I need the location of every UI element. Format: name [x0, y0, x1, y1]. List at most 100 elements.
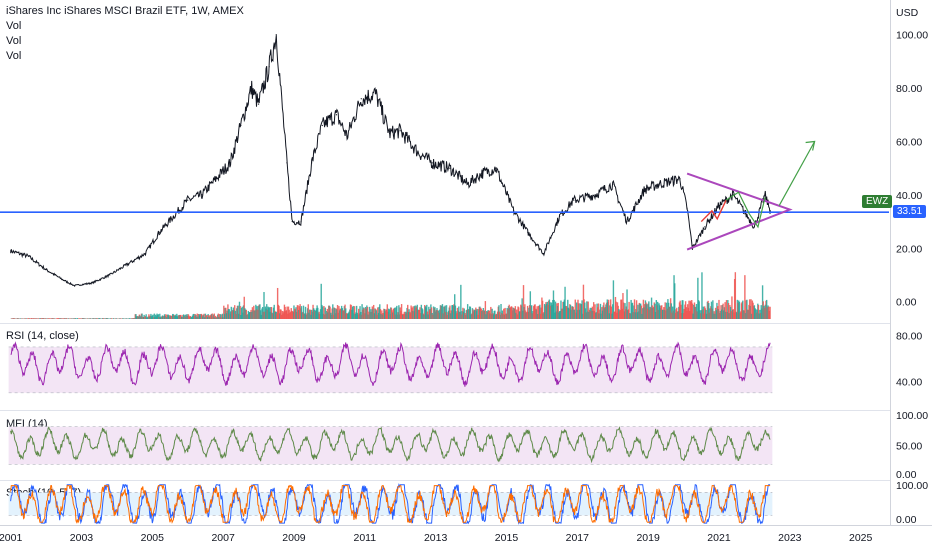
- volume-bar: [110, 318, 113, 319]
- volume-bar: [398, 305, 400, 319]
- volume-bar: [539, 304, 541, 319]
- price-point: [399, 130, 401, 132]
- volume-bar: [708, 303, 710, 319]
- price-point: [686, 207, 688, 209]
- chart-legend: iShares Inc iShares MSCI Brazil ETF, 1W,…: [6, 4, 244, 64]
- volume-bar: [718, 299, 720, 319]
- volume-bar: [286, 306, 288, 319]
- volume-bar: [165, 314, 167, 319]
- volume-bar: [141, 313, 143, 319]
- volume-bars: [10, 272, 771, 319]
- volume-bar: [597, 303, 600, 319]
- volume-bar: [635, 300, 638, 319]
- volume-bar: [484, 301, 487, 319]
- volume-bar: [633, 299, 636, 319]
- time-tick-label: 2007: [211, 532, 235, 544]
- volume-bar: [206, 315, 208, 319]
- volume-bar: [503, 308, 505, 319]
- volume-bar: [727, 303, 730, 319]
- price-tick-label: 40.00: [896, 190, 922, 202]
- volume-bar: [153, 313, 156, 319]
- volume-bar: [564, 286, 566, 319]
- breakout-target-arrow[interactable]: [778, 141, 816, 206]
- volume-bar: [640, 305, 643, 319]
- price-point: [360, 98, 362, 100]
- price-point: [187, 199, 189, 201]
- volume-bar: [159, 313, 161, 319]
- volume-bar: [746, 299, 748, 319]
- price-point: [144, 252, 146, 255]
- volume-bar: [400, 304, 403, 319]
- price-point: [466, 183, 469, 185]
- time-tick-label: 2021: [707, 532, 731, 544]
- price-point: [257, 103, 260, 105]
- price-point: [704, 226, 706, 228]
- volume-bar: [237, 305, 239, 319]
- time-tick-label: 2009: [282, 532, 306, 544]
- volume-bar: [47, 318, 49, 319]
- volume-bar: [734, 272, 737, 319]
- volume-bar: [712, 300, 714, 319]
- volume-bar: [196, 313, 198, 319]
- price-point: [109, 274, 111, 276]
- price-ticker-badge: EWZ: [862, 195, 893, 209]
- price-point: [753, 226, 756, 228]
- volume-bar: [239, 305, 241, 319]
- price-point: [512, 210, 515, 212]
- volume-bar: [574, 299, 576, 319]
- volume-bar: [449, 305, 451, 319]
- volume-bar: [592, 302, 595, 319]
- price-point: [73, 285, 75, 287]
- volume-bar: [742, 300, 744, 319]
- volume-bar: [74, 318, 77, 319]
- volume-bar: [394, 307, 396, 319]
- volume-bar: [176, 313, 178, 319]
- volume-bar: [626, 289, 628, 319]
- time-tick-label: 2013: [424, 532, 448, 544]
- volume-bar: [76, 318, 79, 319]
- price-tick-label: 100.00: [896, 30, 928, 42]
- current-price-badge: 33.51: [893, 205, 927, 219]
- price-series: [10, 34, 771, 287]
- volume-bar: [145, 314, 147, 319]
- rsi-line: [10, 341, 771, 387]
- wave-annotation-green[interactable]: [725, 191, 766, 229]
- volume-bar: [515, 309, 518, 319]
- volume-bar: [698, 301, 700, 319]
- price-point: [543, 252, 545, 255]
- volume-bar: [336, 304, 339, 319]
- axis-ticks: 100.00 80.00 60.00 40.00 20.00 0.00 80.00 40.00…: [0, 30, 928, 544]
- rsi-tick-label: 80.00: [896, 330, 922, 342]
- arrow-head-icon: [805, 140, 816, 151]
- volume-bar: [615, 301, 617, 319]
- time-tick-label: 2015: [495, 532, 519, 544]
- price-point: [250, 87, 253, 89]
- volume-bar: [213, 313, 215, 319]
- drawing-annotations[interactable]: [0, 140, 889, 251]
- wave-annotation-red[interactable]: [700, 199, 727, 223]
- mfi-line: [10, 426, 771, 464]
- volume-bar: [445, 305, 448, 319]
- volume-bar: [243, 296, 245, 319]
- mfi-tick-label: 100.00: [896, 410, 928, 422]
- stoch-d-line: [10, 483, 771, 524]
- volume-bar: [725, 300, 728, 319]
- volume-bar: [309, 309, 312, 319]
- triangle-pattern[interactable]: [686, 172, 793, 251]
- price-point: [559, 215, 561, 217]
- price-point: [374, 92, 377, 95]
- volume-bar: [300, 306, 303, 319]
- volume-bar: [43, 318, 45, 319]
- volume-bar: [701, 272, 703, 319]
- volume-bar: [276, 287, 279, 319]
- price-point: [172, 215, 175, 217]
- price-point: [612, 183, 614, 185]
- volume-bar: [750, 299, 752, 319]
- volume-bar: [259, 310, 262, 319]
- time-tick-label: 2025: [849, 532, 873, 544]
- price-point: [527, 231, 529, 233]
- axes: USD: [0, 0, 932, 526]
- volume-bar: [697, 277, 699, 319]
- volume-bar: [744, 275, 746, 319]
